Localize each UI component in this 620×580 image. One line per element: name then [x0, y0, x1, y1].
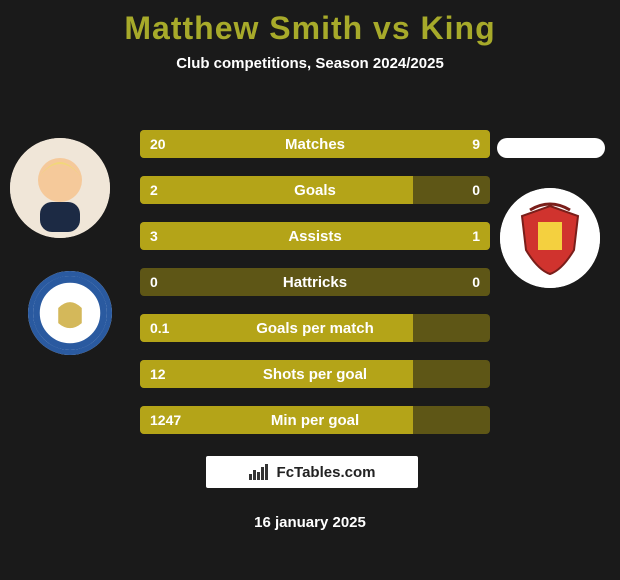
stat-label: Goals [140, 176, 490, 204]
site-logo: FcTables.com [206, 456, 418, 488]
stat-value-left: 0 [150, 268, 158, 296]
club-right-crest [500, 188, 600, 288]
stat-row: Hattricks0 0 [140, 268, 490, 296]
footer-date: 16 january 2025 [0, 514, 620, 531]
stat-value-right: 0 [472, 268, 480, 296]
page-subtitle: Club competitions, Season 2024/2025 [0, 55, 620, 72]
stat-label: Assists [140, 222, 490, 250]
stat-row: Matches20 9 [140, 130, 490, 158]
site-logo-text: FcTables.com [277, 464, 376, 481]
stat-row: Goals per match0.1 [140, 314, 490, 342]
stat-value-left: 1247 [150, 406, 181, 434]
stat-label: Matches [140, 130, 490, 158]
stat-value-left: 12 [150, 360, 166, 388]
stat-value-right: 0 [472, 176, 480, 204]
stat-row: Goals2 0 [140, 176, 490, 204]
stat-label: Goals per match [140, 314, 490, 342]
stat-label: Min per goal [140, 406, 490, 434]
stat-value-left: 20 [150, 130, 166, 158]
stat-label: Shots per goal [140, 360, 490, 388]
stat-row: Shots per goal12 [140, 360, 490, 388]
stat-label: Hattricks [140, 268, 490, 296]
stat-value-left: 0.1 [150, 314, 169, 342]
player-right-pill [497, 138, 605, 158]
stat-value-right: 9 [472, 130, 480, 158]
club-left-crest [28, 271, 112, 355]
stat-row: Assists3 1 [140, 222, 490, 250]
bars-icon [249, 464, 271, 480]
stat-row: Min per goal1247 [140, 406, 490, 434]
stat-value-right: 1 [472, 222, 480, 250]
stat-value-left: 2 [150, 176, 158, 204]
player-left-avatar [10, 138, 110, 238]
stat-value-left: 3 [150, 222, 158, 250]
shield-icon [500, 188, 600, 288]
face-icon [10, 138, 110, 238]
badge-icon [28, 271, 112, 355]
page-title: Matthew Smith vs King [0, 10, 620, 47]
